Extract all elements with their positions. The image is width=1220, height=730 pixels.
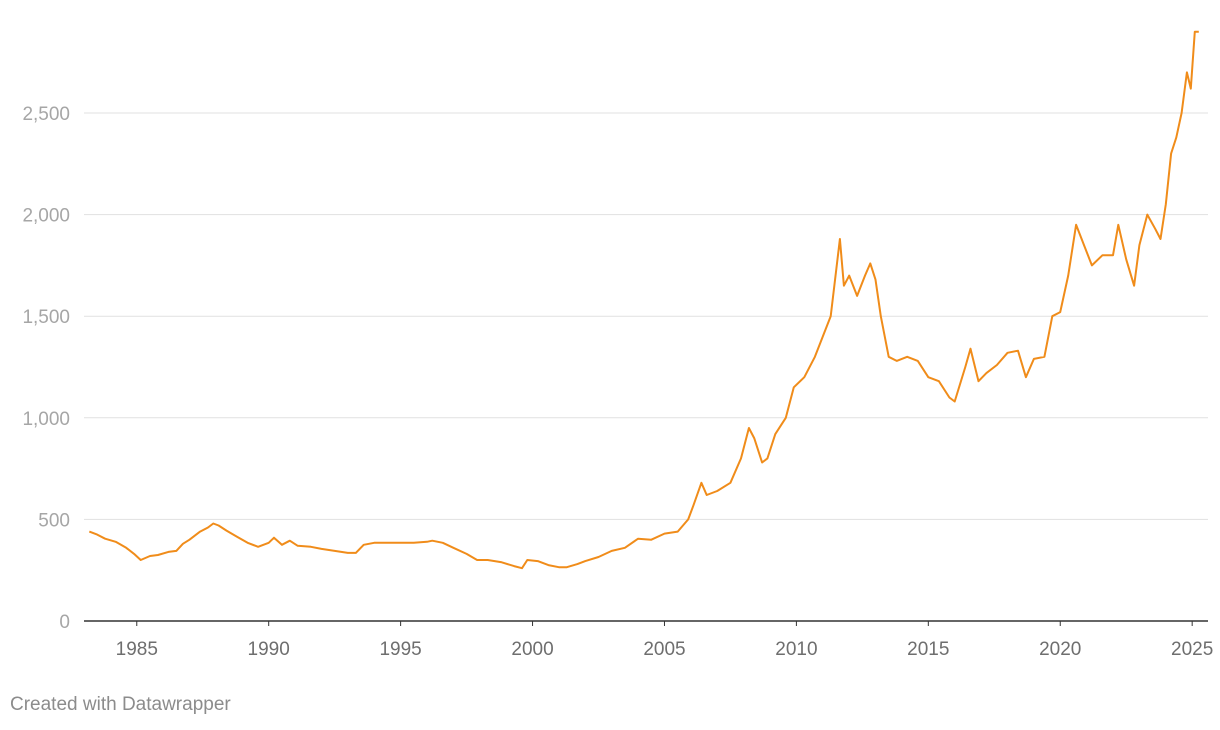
- y-tick-label: 0: [59, 612, 70, 633]
- y-axis-tick-labels: 0 500 1,000 1,500 2,000 2,500: [22, 104, 70, 633]
- gridlines: [84, 112, 1208, 520]
- y-tick-label: 1,000: [22, 409, 70, 430]
- x-tick-label: 2015: [907, 639, 949, 660]
- series-group: [88, 30, 1199, 570]
- x-axis-tick-labels: 1985 1990 1995 2000 2005 2010 2015 2020 2025: [116, 621, 1213, 660]
- y-tick-label: 1,500: [22, 307, 70, 328]
- x-tick-label: 2020: [1039, 639, 1081, 660]
- x-tick-label: 1985: [116, 639, 158, 660]
- x-tick-label: 2010: [775, 639, 817, 660]
- credit-text: Created with Datawrapper: [10, 694, 231, 715]
- x-tick-label: 2025: [1171, 639, 1213, 660]
- y-tick-label: 500: [38, 510, 70, 531]
- x-tick-label: 2005: [643, 639, 685, 660]
- x-tick-label: 1990: [248, 639, 290, 660]
- y-tick-label: 2,500: [22, 104, 70, 125]
- y-tick-label: 2,000: [22, 206, 70, 227]
- x-tick-label: 1995: [379, 639, 421, 660]
- series-line: [88, 30, 1199, 570]
- x-tick-label: 2000: [511, 639, 553, 660]
